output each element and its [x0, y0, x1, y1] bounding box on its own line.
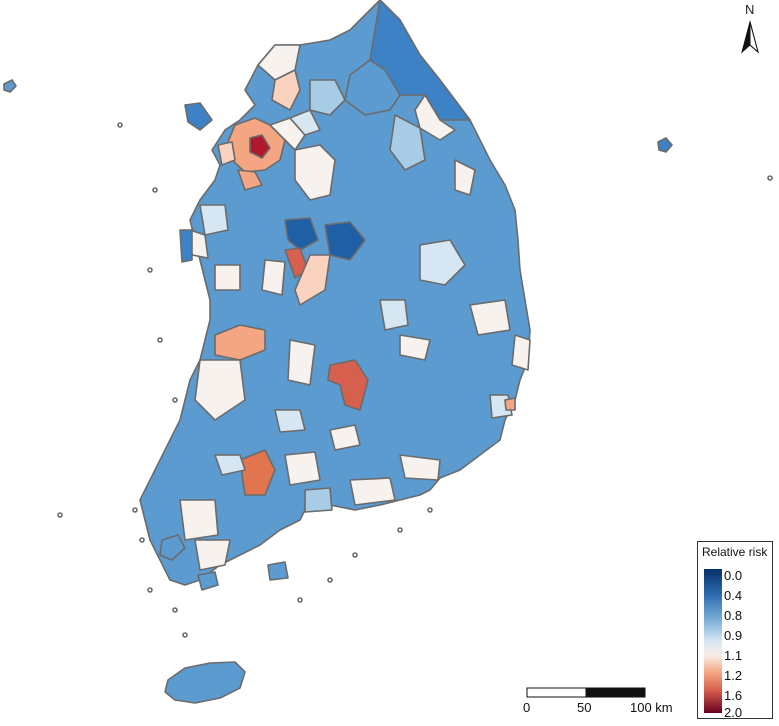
- region-baengnyeong: [3, 79, 17, 93]
- region-south-island-1: [267, 561, 289, 581]
- legend-tick: 1.6: [724, 688, 743, 703]
- islet: [147, 267, 153, 273]
- region-north-lightblue-1: [309, 79, 346, 116]
- region-southeast-small-coral: [504, 397, 516, 411]
- legend-title: Relative risk: [702, 545, 768, 559]
- legend-tick: 0.4: [724, 588, 743, 603]
- region-sw-island-2: [197, 571, 219, 591]
- legend-tick: 0.9: [724, 628, 743, 643]
- scale-bar-white: [526, 687, 587, 698]
- islet: [427, 507, 433, 513]
- region-ulleung: [657, 137, 673, 153]
- scale-label-100km: 100 km: [630, 700, 673, 715]
- north-arrow-light-half: [749, 21, 759, 54]
- region-southcoast-white: [349, 477, 396, 506]
- region-central-white-2: [287, 339, 316, 386]
- region-metro-core: [249, 134, 271, 159]
- region-north-light-2: [257, 44, 301, 81]
- islet: [327, 577, 333, 583]
- islet: [57, 512, 63, 518]
- islet: [147, 587, 153, 593]
- legend-tick: 1.2: [724, 668, 743, 683]
- islet: [152, 187, 158, 193]
- region-southeast-white-1: [399, 334, 431, 361]
- region-southwest-light: [214, 454, 246, 476]
- scale-bar: [526, 687, 646, 698]
- region-southwest-white-3: [179, 499, 219, 541]
- region-westcentral-light: [199, 204, 229, 236]
- region-lightblue-2: [389, 114, 426, 171]
- region-north-peach: [271, 69, 301, 111]
- region-metro-light: [289, 109, 321, 136]
- region-incheon-peach: [217, 141, 236, 166]
- legend-color-bar: [704, 569, 722, 713]
- region-east-white-2: [469, 299, 511, 336]
- legend-tick: 0.8: [724, 608, 743, 623]
- islet: [767, 175, 773, 181]
- region-south-lightblue: [304, 487, 333, 513]
- region-west-white-3: [194, 359, 246, 421]
- region-north-light: [414, 94, 456, 141]
- scale-label-0: 0: [523, 700, 531, 715]
- islet: [172, 607, 178, 613]
- islet: [397, 527, 403, 533]
- scale-label-50: 50: [577, 700, 592, 715]
- region-metro-east-white: [294, 144, 336, 201]
- legend: Relative risk 0.0 0.4 0.8 0.9 1.1 1.2 1.…: [697, 541, 773, 719]
- region-south-coral: [327, 359, 369, 411]
- islet: [157, 337, 163, 343]
- region-central-light-2: [379, 299, 409, 331]
- islet: [132, 507, 138, 513]
- region-south-metro-peach: [237, 169, 263, 191]
- region-jeju: [164, 661, 246, 704]
- scale-bar-black: [585, 687, 646, 698]
- region-central-white: [261, 259, 286, 296]
- region-east-white: [454, 159, 476, 196]
- region-west-coast-blue: [184, 102, 213, 131]
- region-west-coast-blue-2: [179, 229, 193, 263]
- legend-tick: 1.1: [724, 648, 743, 663]
- islet: [297, 597, 303, 603]
- legend-tick: 2.0: [724, 705, 743, 720]
- region-southwest-coral: [239, 449, 276, 496]
- north-label: N: [745, 2, 754, 17]
- region-west-coral: [214, 324, 266, 361]
- legend-tick: 0.0: [724, 568, 743, 583]
- region-south-white-1: [329, 424, 361, 451]
- region-northeast-2: [344, 59, 401, 116]
- islet: [182, 632, 188, 638]
- region-east-light: [419, 239, 466, 286]
- region-south-white-2: [284, 451, 321, 486]
- region-southcoast-white-2: [399, 454, 441, 481]
- region-west-white-2: [214, 264, 241, 291]
- region-southwest-white-4: [194, 539, 231, 571]
- region-sw-island-1: [159, 534, 186, 561]
- region-darkblue-1: [284, 217, 319, 251]
- north-arrow: N: [741, 2, 759, 54]
- region-central-peach: [294, 254, 331, 306]
- region-darkblue-2: [324, 221, 366, 261]
- region-south-light-1: [274, 409, 306, 433]
- region-southeast-white-2: [511, 334, 531, 371]
- islet: [117, 122, 123, 128]
- islet: [139, 537, 145, 543]
- islet: [352, 552, 358, 558]
- islet: [172, 397, 178, 403]
